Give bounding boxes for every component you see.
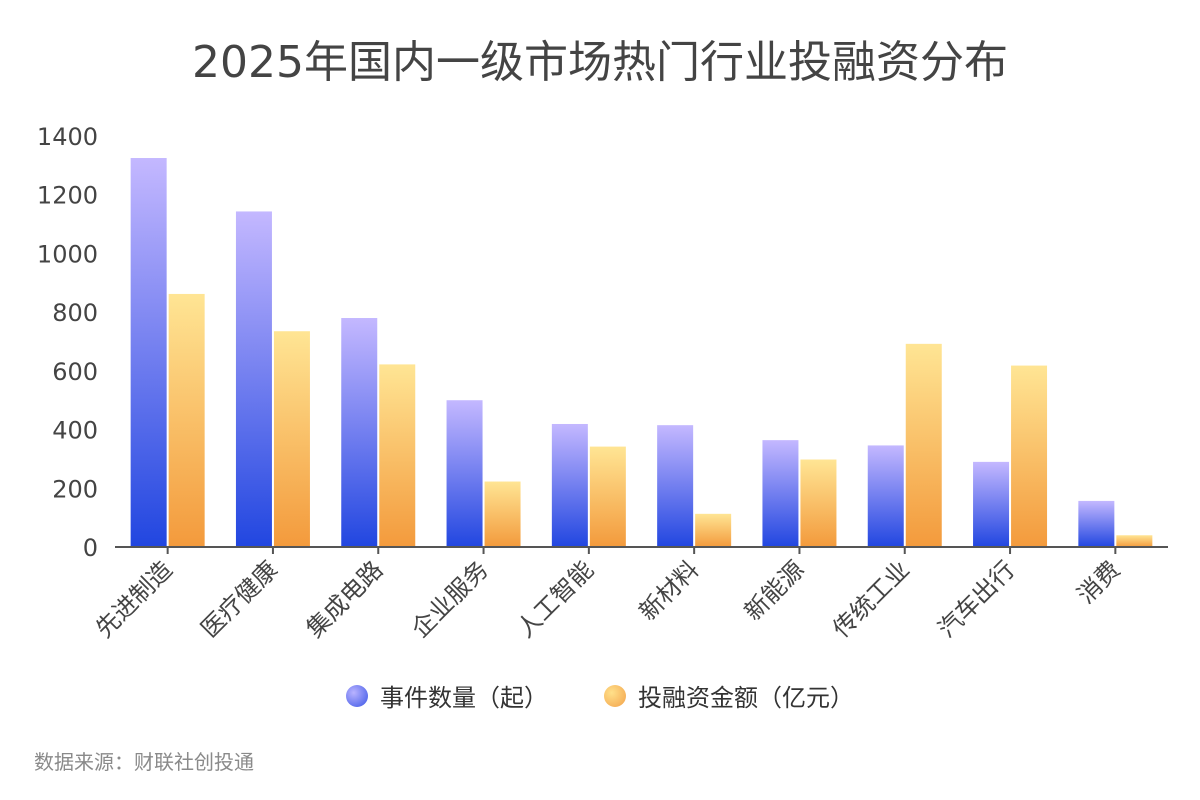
x-tick-label: 集成电路	[301, 555, 389, 643]
y-tick-label: 1200	[37, 182, 98, 210]
bar-events[interactable]	[762, 440, 799, 547]
x-tick-label: 企业服务	[406, 555, 494, 643]
source-note: 数据来源：财联社创投通	[34, 750, 254, 774]
chart-title: 2025年国内一级市场热门行业投融资分布	[192, 37, 1008, 88]
legend-item-events[interactable]: 事件数量（起）	[346, 678, 548, 713]
y-tick-label: 400	[52, 417, 98, 445]
x-tick-label: 人工智能	[511, 555, 599, 643]
x-tick-label: 传统工业	[827, 555, 915, 643]
legend-item-amount[interactable]: 投融资金额（亿元）	[604, 678, 854, 713]
x-tick-label: 医疗健康	[196, 555, 284, 643]
x-tick-label: 新能源	[739, 555, 810, 626]
bar-amount[interactable]	[379, 364, 416, 547]
x-tick-label: 消费	[1072, 555, 1126, 609]
y-tick-label: 800	[52, 299, 98, 327]
bars	[130, 158, 1153, 547]
bar-amount[interactable]	[800, 459, 837, 547]
legend-label-events: 事件数量（起）	[380, 684, 548, 712]
x-tick-label: 汽车出行	[933, 555, 1021, 643]
y-tick-label: 200	[52, 475, 98, 503]
bar-amount[interactable]	[589, 446, 626, 547]
y-axis-ticks: 0 200 400 600 800 1000 1200 1400	[37, 123, 98, 562]
bar-events[interactable]	[657, 425, 694, 547]
bar-events[interactable]	[1078, 500, 1115, 547]
bar-amount[interactable]	[273, 331, 310, 547]
bar-amount[interactable]	[168, 293, 205, 547]
bar-amount[interactable]	[1011, 365, 1048, 547]
bar-events[interactable]	[446, 400, 483, 547]
legend: 事件数量（起） 投融资金额（亿元）	[0, 678, 1200, 713]
y-tick-label: 1400	[37, 123, 98, 151]
bar-events[interactable]	[551, 423, 588, 547]
x-tick-label: 新材料	[634, 555, 705, 626]
bar-amount[interactable]	[484, 481, 521, 547]
bar-amount[interactable]	[905, 343, 942, 547]
bar-amount[interactable]	[1116, 535, 1153, 547]
legend-swatch-amount	[604, 684, 626, 707]
y-tick-label: 0	[83, 534, 98, 562]
bar-events[interactable]	[341, 318, 378, 547]
bar-amount[interactable]	[695, 513, 732, 547]
x-tick-label: 先进制造	[90, 555, 178, 643]
y-tick-label: 600	[52, 358, 98, 386]
legend-label-amount: 投融资金额（亿元）	[638, 684, 854, 712]
x-axis-labels: 先进制造 医疗健康 集成电路 企业服务 人工智能 新材料 新能源 传统工业 汽车出行 消费	[90, 547, 1126, 643]
bar-events[interactable]	[973, 461, 1010, 547]
bar-events[interactable]	[235, 211, 272, 547]
y-tick-label: 1000	[37, 240, 98, 268]
bar-events[interactable]	[130, 158, 167, 547]
bar-events[interactable]	[867, 445, 904, 547]
legend-swatch-events	[346, 684, 368, 707]
